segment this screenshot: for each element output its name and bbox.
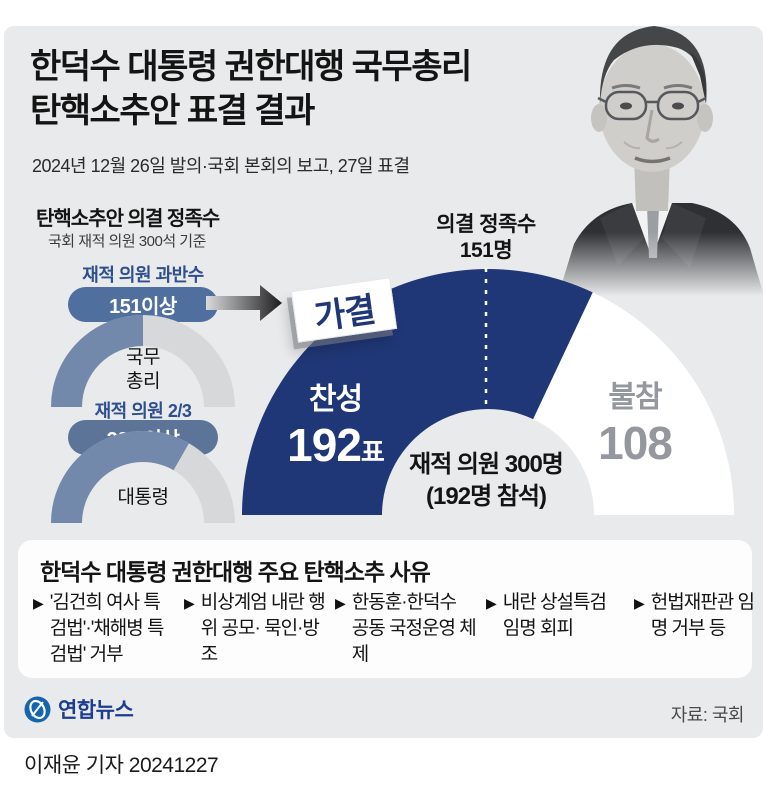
gauge-pm-chart bbox=[48, 313, 238, 408]
yes-label: 찬성 bbox=[308, 383, 363, 416]
absent-value: 108 bbox=[598, 417, 673, 469]
reason-text: 한동훈·한덕수 공동 국정운영 체제 bbox=[351, 592, 477, 665]
reasons-title: 한덕수 대통령 권한대행 주요 탄핵소추 사유 bbox=[40, 559, 431, 585]
quorum-annotation: 의결 정족수 151명 bbox=[386, 212, 586, 265]
list-item: ▶ 내란 상설특검 임명 회피 bbox=[486, 590, 624, 668]
gauge-president-svg bbox=[50, 430, 235, 523]
gauge-pm-threshold-pill: 151이상 bbox=[68, 287, 218, 322]
gauge-president-target-label: 대통령 bbox=[117, 487, 169, 508]
yes-value: 192표 bbox=[263, 422, 408, 468]
list-item: ▶ 헌법재판관 임명 거부 등 bbox=[634, 590, 764, 668]
absent-label: 불참 bbox=[608, 381, 662, 414]
reason-text: 비상계엄 내란 행위 공모· 묵인·방조 bbox=[200, 592, 326, 665]
yes-unit: 표 bbox=[360, 437, 385, 467]
portrait-illustration bbox=[558, 26, 764, 296]
donut-center-line2: (192명 참석) bbox=[426, 482, 547, 510]
triangle-bullet-icon: ▶ bbox=[335, 595, 346, 611]
slice-absent bbox=[533, 292, 734, 515]
gauge-president-rule-label: 재적 의원 2/3 bbox=[94, 401, 192, 421]
gauge-pm-target-label: 국무 총리 bbox=[126, 347, 160, 392]
reason-text: 내란 상설특검 임명 회피 bbox=[502, 592, 607, 639]
triangle-bullet-icon: ▶ bbox=[184, 595, 195, 611]
source-credit: 자료: 국회 bbox=[670, 705, 745, 725]
triangle-bullet-icon: ▶ bbox=[634, 595, 645, 611]
gauge-president-chart bbox=[48, 429, 238, 524]
reason-text: '김건희 여사 특검법'·'채해병 특검법' 거부 bbox=[49, 592, 165, 665]
arrow-right-icon bbox=[206, 283, 282, 323]
triangle-bullet-icon: ▶ bbox=[486, 595, 497, 611]
triangle-bullet-icon: ▶ bbox=[33, 595, 44, 611]
quorum-annotation-line1: 의결 정족수 bbox=[436, 213, 536, 236]
list-item: ▶ '김건희 여사 특검법'·'채해병 특검법' 거부 bbox=[33, 590, 174, 668]
gauge-pm-rule-label: 재적 의원 과반수 bbox=[82, 265, 204, 285]
byline: 이재윤 기자 20241227 bbox=[24, 754, 219, 777]
reasons-card: 한덕수 대통령 권한대행 주요 탄핵소추 사유 ▶ '김건희 여사 특검법'·'… bbox=[18, 540, 755, 678]
page-title: 한덕수 대통령 권한대행 국무총리 탄핵소추안 표결 결과 bbox=[30, 46, 550, 133]
brand-logo: 연합뉴스 bbox=[24, 694, 134, 724]
quorum-section-title: 탄핵소추안 의결 정족수 bbox=[36, 208, 220, 230]
reasons-list: ▶ '김건희 여사 특검법'·'채해병 특검법' 거부 ▶ 비상계엄 내란 행위… bbox=[33, 590, 755, 668]
page-subtitle: 2024년 12월 26일 발의·국회 본회의 보고, 27일 표결 bbox=[32, 156, 410, 176]
page-title-line2: 탄핵소추안 표결 결과 bbox=[30, 91, 315, 130]
donut-center-annotation: 재적 의원 300명 (192명 참석) bbox=[356, 449, 616, 512]
reason-text: 헌법재판관 임명 거부 등 bbox=[650, 592, 755, 639]
quorum-section-note: 국회 재적 의원 300석 기준 bbox=[48, 233, 206, 250]
list-item: ▶ 한동훈·한덕수 공동 국정운영 체제 bbox=[335, 590, 477, 668]
list-item: ▶ 비상계엄 내란 행위 공모· 묵인·방조 bbox=[184, 590, 326, 668]
yes-count: 192 bbox=[287, 419, 362, 471]
donut-center-line1: 재적 의원 300명 bbox=[409, 451, 564, 478]
brand-name: 연합뉴스 bbox=[58, 699, 134, 722]
yes-block: 찬성 192표 bbox=[263, 374, 408, 468]
yonhap-logo-icon bbox=[24, 696, 51, 722]
page-title-line1: 한덕수 대통령 권한대행 국무총리 bbox=[30, 48, 472, 86]
quorum-annotation-line2: 151명 bbox=[459, 239, 513, 263]
portrait-photo bbox=[540, 6, 764, 296]
gauge-pm-svg bbox=[51, 315, 235, 407]
absent-block: 불참 108 bbox=[565, 372, 705, 466]
